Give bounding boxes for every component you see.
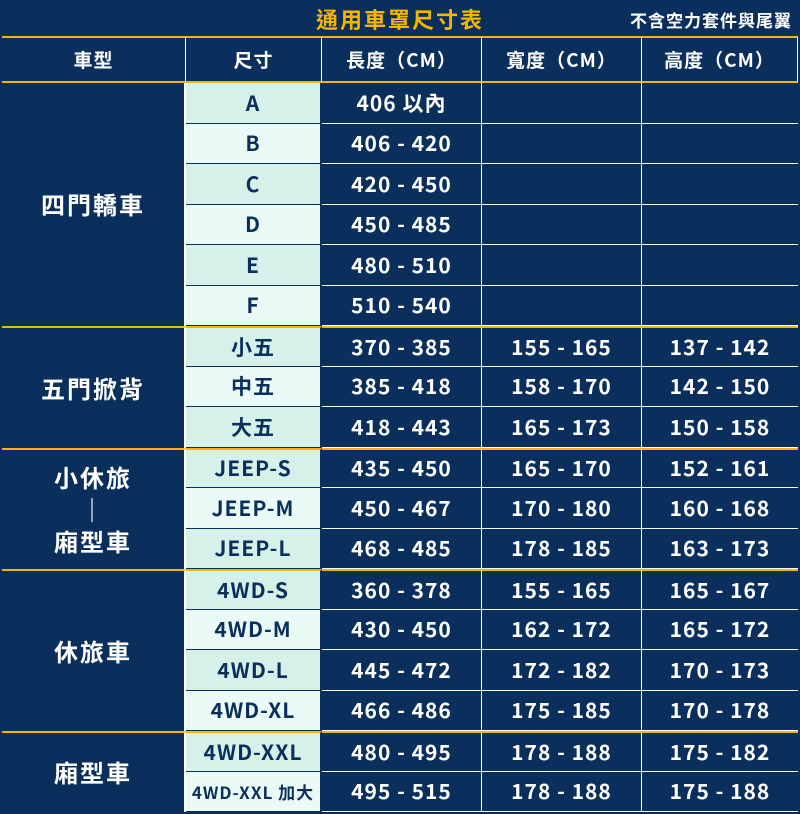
- length-cell: 420 - 450: [322, 164, 482, 205]
- height-cell: 142 - 150: [642, 367, 798, 408]
- size-cell: B: [186, 124, 322, 165]
- width-cell: 165 - 170: [482, 448, 642, 489]
- length-cell: 468 - 485: [322, 529, 482, 570]
- width-cell: [482, 124, 642, 165]
- length-cell: 406 以內: [322, 83, 482, 124]
- height-cell: 150 - 158: [642, 407, 798, 448]
- width-cell: 170 - 180: [482, 488, 642, 529]
- width-cell: 175 - 185: [482, 691, 642, 732]
- size-cell: JEEP-L: [186, 529, 322, 570]
- col-header-height: 高度（CM）: [642, 36, 798, 83]
- width-cell: 178 - 188: [482, 772, 642, 813]
- width-cell: 178 - 188: [482, 731, 642, 772]
- length-cell: 418 - 443: [322, 407, 482, 448]
- width-cell: 155 - 165: [482, 569, 642, 610]
- size-cell: F: [186, 286, 322, 327]
- width-cell: 165 - 173: [482, 407, 642, 448]
- col-header-size: 尺寸: [186, 36, 322, 83]
- col-header-model: 車型: [2, 36, 186, 83]
- height-cell: [642, 286, 798, 327]
- size-chart-table: 通用車罩尺寸表 不含空力套件與尾翼 車型 尺寸 長度（CM） 寬度（CM） 高度…: [0, 0, 800, 814]
- size-cell: 4WD-S: [186, 569, 322, 610]
- height-cell: [642, 124, 798, 165]
- height-cell: 175 - 188: [642, 772, 798, 813]
- width-cell: 158 - 170: [482, 367, 642, 408]
- height-cell: 163 - 173: [642, 529, 798, 570]
- height-cell: 165 - 167: [642, 569, 798, 610]
- size-cell: 4WD-L: [186, 650, 322, 691]
- size-cell: 4WD-M: [186, 610, 322, 651]
- col-header-width: 寬度（CM）: [482, 36, 642, 83]
- length-cell: 510 - 540: [322, 286, 482, 327]
- length-cell: 360 - 378: [322, 569, 482, 610]
- length-cell: 450 - 485: [322, 205, 482, 246]
- size-cell: JEEP-S: [186, 448, 322, 489]
- height-cell: [642, 205, 798, 246]
- length-cell: 466 - 486: [322, 691, 482, 732]
- width-cell: [482, 245, 642, 286]
- length-cell: 480 - 495: [322, 731, 482, 772]
- col-header-length: 長度（CM）: [322, 36, 482, 83]
- length-cell: 450 - 467: [322, 488, 482, 529]
- category-cell: 休旅車: [2, 569, 186, 731]
- length-cell: 385 - 418: [322, 367, 482, 408]
- table-grid: 車型 尺寸 長度（CM） 寬度（CM） 高度（CM） 四門轎車A406 以內B4…: [2, 36, 798, 812]
- table-subtitle: 不含空力套件與尾翼: [630, 7, 792, 32]
- size-cell: 4WD-XXL 加大: [186, 772, 322, 813]
- size-cell: A: [186, 83, 322, 124]
- width-cell: 172 - 182: [482, 650, 642, 691]
- size-cell: 大五: [186, 407, 322, 448]
- height-cell: [642, 164, 798, 205]
- length-cell: 435 - 450: [322, 448, 482, 489]
- width-cell: [482, 83, 642, 124]
- height-cell: 165 - 172: [642, 610, 798, 651]
- length-cell: 406 - 420: [322, 124, 482, 165]
- category-cell: 五門掀背: [2, 326, 186, 448]
- size-cell: 中五: [186, 367, 322, 408]
- size-cell: JEEP-M: [186, 488, 322, 529]
- height-cell: [642, 245, 798, 286]
- length-cell: 370 - 385: [322, 326, 482, 367]
- size-cell: C: [186, 164, 322, 205]
- width-cell: 162 - 172: [482, 610, 642, 651]
- height-cell: 137 - 142: [642, 326, 798, 367]
- size-cell: E: [186, 245, 322, 286]
- size-cell: D: [186, 205, 322, 246]
- width-cell: 178 - 185: [482, 529, 642, 570]
- length-cell: 480 - 510: [322, 245, 482, 286]
- size-cell: 4WD-XXL: [186, 731, 322, 772]
- title-bar: 通用車罩尺寸表 不含空力套件與尾翼: [2, 2, 798, 36]
- height-cell: 170 - 173: [642, 650, 798, 691]
- length-cell: 495 - 515: [322, 772, 482, 813]
- width-cell: [482, 286, 642, 327]
- width-cell: [482, 205, 642, 246]
- category-cell: 小休旅 ｜ 廂型車: [2, 448, 186, 570]
- width-cell: [482, 164, 642, 205]
- size-cell: 4WD-XL: [186, 691, 322, 732]
- length-cell: 445 - 472: [322, 650, 482, 691]
- size-cell: 小五: [186, 326, 322, 367]
- height-cell: [642, 83, 798, 124]
- category-cell: 四門轎車: [2, 83, 186, 326]
- width-cell: 155 - 165: [482, 326, 642, 367]
- table-title: 通用車罩尺寸表: [316, 3, 484, 35]
- height-cell: 152 - 161: [642, 448, 798, 489]
- length-cell: 430 - 450: [322, 610, 482, 651]
- height-cell: 175 - 182: [642, 731, 798, 772]
- height-cell: 170 - 178: [642, 691, 798, 732]
- height-cell: 160 - 168: [642, 488, 798, 529]
